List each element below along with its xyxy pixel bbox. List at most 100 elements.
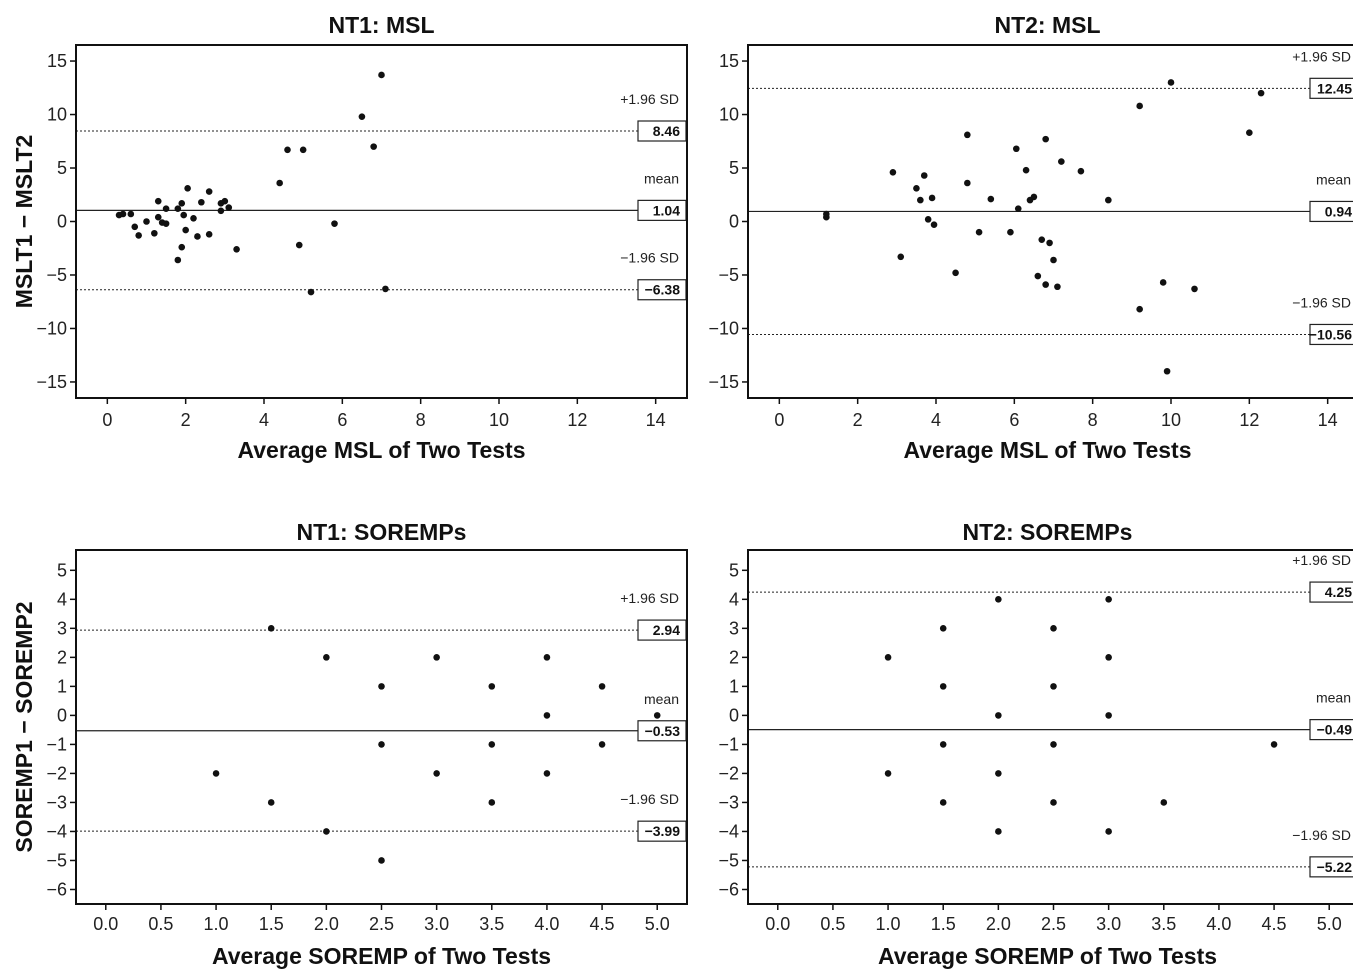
data-point bbox=[543, 770, 551, 777]
panel-2: NT2: MSL +1.96 SD 12.45 mean 0.94 −1.96 SD −10… bbox=[708, 12, 1353, 463]
data-point bbox=[1136, 102, 1143, 110]
data-point bbox=[1012, 145, 1020, 153]
reference-value: 12.45 bbox=[1317, 80, 1352, 96]
data-point bbox=[1191, 285, 1198, 293]
value-box bbox=[1309, 77, 1353, 99]
y-tick-label: −5 bbox=[46, 850, 67, 870]
x-tick-label: 2.0 bbox=[986, 914, 1011, 934]
data-point bbox=[1030, 193, 1038, 201]
data-point bbox=[1246, 129, 1253, 137]
reference-label: mean bbox=[1316, 171, 1351, 187]
data-point bbox=[276, 179, 283, 187]
data-point bbox=[1050, 741, 1057, 748]
chart-title: NT2: MSL bbox=[994, 12, 1100, 38]
data-point bbox=[975, 228, 983, 236]
data-point bbox=[154, 213, 162, 221]
reference-label: +1.96 SD bbox=[620, 91, 679, 107]
y-tick-label: −2 bbox=[718, 763, 739, 783]
reference-value: 0.94 bbox=[1325, 203, 1352, 219]
data-point bbox=[190, 214, 197, 222]
panel-3: NT1: SOREMPs +1.96 SD 2.94 mean −0.53 −1.96 S… bbox=[11, 519, 688, 969]
x-tick-label: 4.0 bbox=[1206, 914, 1231, 934]
y-tick-label: −2 bbox=[46, 763, 67, 783]
data-point bbox=[299, 146, 307, 154]
x-tick-label: 4 bbox=[259, 410, 269, 430]
data-point bbox=[174, 205, 182, 212]
x-tick-label: 2.5 bbox=[1041, 914, 1066, 934]
y-tick-label: −1 bbox=[718, 734, 739, 754]
data-point bbox=[1058, 158, 1065, 165]
y-tick-label: 15 bbox=[47, 51, 67, 71]
data-point bbox=[180, 211, 188, 219]
y-axis-label: MSLT1 − MSLT2 bbox=[11, 135, 37, 309]
x-tick-label: 12 bbox=[1239, 410, 1259, 430]
data-point bbox=[217, 207, 225, 215]
data-point bbox=[1163, 367, 1171, 375]
value-box bbox=[1309, 719, 1353, 741]
data-point bbox=[127, 210, 135, 218]
data-point bbox=[884, 654, 892, 661]
data-point bbox=[939, 741, 947, 748]
data-point bbox=[205, 188, 213, 195]
data-point bbox=[323, 654, 330, 661]
y-tick-label: 5 bbox=[729, 560, 739, 580]
data-point bbox=[194, 233, 201, 240]
data-point bbox=[323, 828, 330, 835]
data-point bbox=[295, 241, 303, 249]
data-point bbox=[1167, 79, 1175, 86]
x-tick-label: 0 bbox=[774, 410, 784, 430]
reference-value: −0.53 bbox=[645, 723, 681, 739]
x-axis-label: Average MSL of Two Tests bbox=[238, 437, 526, 463]
x-tick-label: 8 bbox=[416, 410, 426, 430]
data-point bbox=[939, 625, 947, 632]
y-tick-label: 10 bbox=[719, 105, 739, 125]
y-tick-label: −10 bbox=[36, 318, 67, 338]
data-point bbox=[884, 770, 892, 777]
data-point bbox=[378, 683, 385, 690]
x-tick-label: 12 bbox=[567, 410, 587, 430]
data-point bbox=[823, 210, 830, 218]
data-point bbox=[1105, 712, 1112, 719]
y-tick-label: −6 bbox=[46, 879, 67, 899]
data-point bbox=[488, 799, 496, 806]
data-point bbox=[331, 220, 338, 227]
y-tick-label: −15 bbox=[708, 372, 739, 392]
data-point bbox=[182, 226, 189, 234]
data-point bbox=[358, 113, 366, 120]
data-point bbox=[143, 218, 150, 225]
y-tick-label: 0 bbox=[729, 212, 739, 232]
data-point bbox=[433, 770, 440, 777]
plot-frame bbox=[75, 549, 688, 905]
data-point bbox=[1050, 799, 1057, 806]
reference-value: −5.22 bbox=[1317, 859, 1353, 875]
x-tick-label: 0.0 bbox=[765, 914, 790, 934]
x-tick-label: 3.0 bbox=[424, 914, 449, 934]
y-tick-label: −10 bbox=[708, 318, 739, 338]
reference-value: −0.49 bbox=[1317, 722, 1353, 738]
y-tick-label: −6 bbox=[718, 879, 739, 899]
x-tick-label: 0.5 bbox=[820, 914, 845, 934]
reference-value: −6.38 bbox=[645, 282, 681, 298]
y-tick-label: −5 bbox=[718, 850, 739, 870]
data-point bbox=[889, 168, 897, 176]
reference-value: 2.94 bbox=[653, 622, 680, 638]
data-point bbox=[930, 221, 938, 229]
x-tick-label: 8 bbox=[1088, 410, 1098, 430]
y-tick-label: 5 bbox=[729, 158, 739, 178]
panel-4: NT2: SOREMPs +1.96 SD 4.25 mean −0.49 −1.96 S… bbox=[718, 519, 1353, 969]
data-point bbox=[1160, 799, 1168, 806]
y-tick-label: 0 bbox=[729, 705, 739, 725]
data-point bbox=[178, 200, 186, 207]
data-point bbox=[378, 857, 385, 864]
data-point bbox=[1034, 272, 1042, 280]
data-point bbox=[964, 131, 971, 139]
y-tick-label: 5 bbox=[57, 560, 67, 580]
reference-value: 4.25 bbox=[1325, 584, 1352, 600]
x-tick-label: 0.0 bbox=[93, 914, 118, 934]
x-tick-label: 4.5 bbox=[590, 914, 615, 934]
value-box bbox=[1309, 200, 1353, 223]
data-point bbox=[1050, 256, 1057, 264]
data-point bbox=[1136, 305, 1143, 313]
data-point bbox=[370, 143, 377, 150]
data-point bbox=[233, 246, 240, 253]
